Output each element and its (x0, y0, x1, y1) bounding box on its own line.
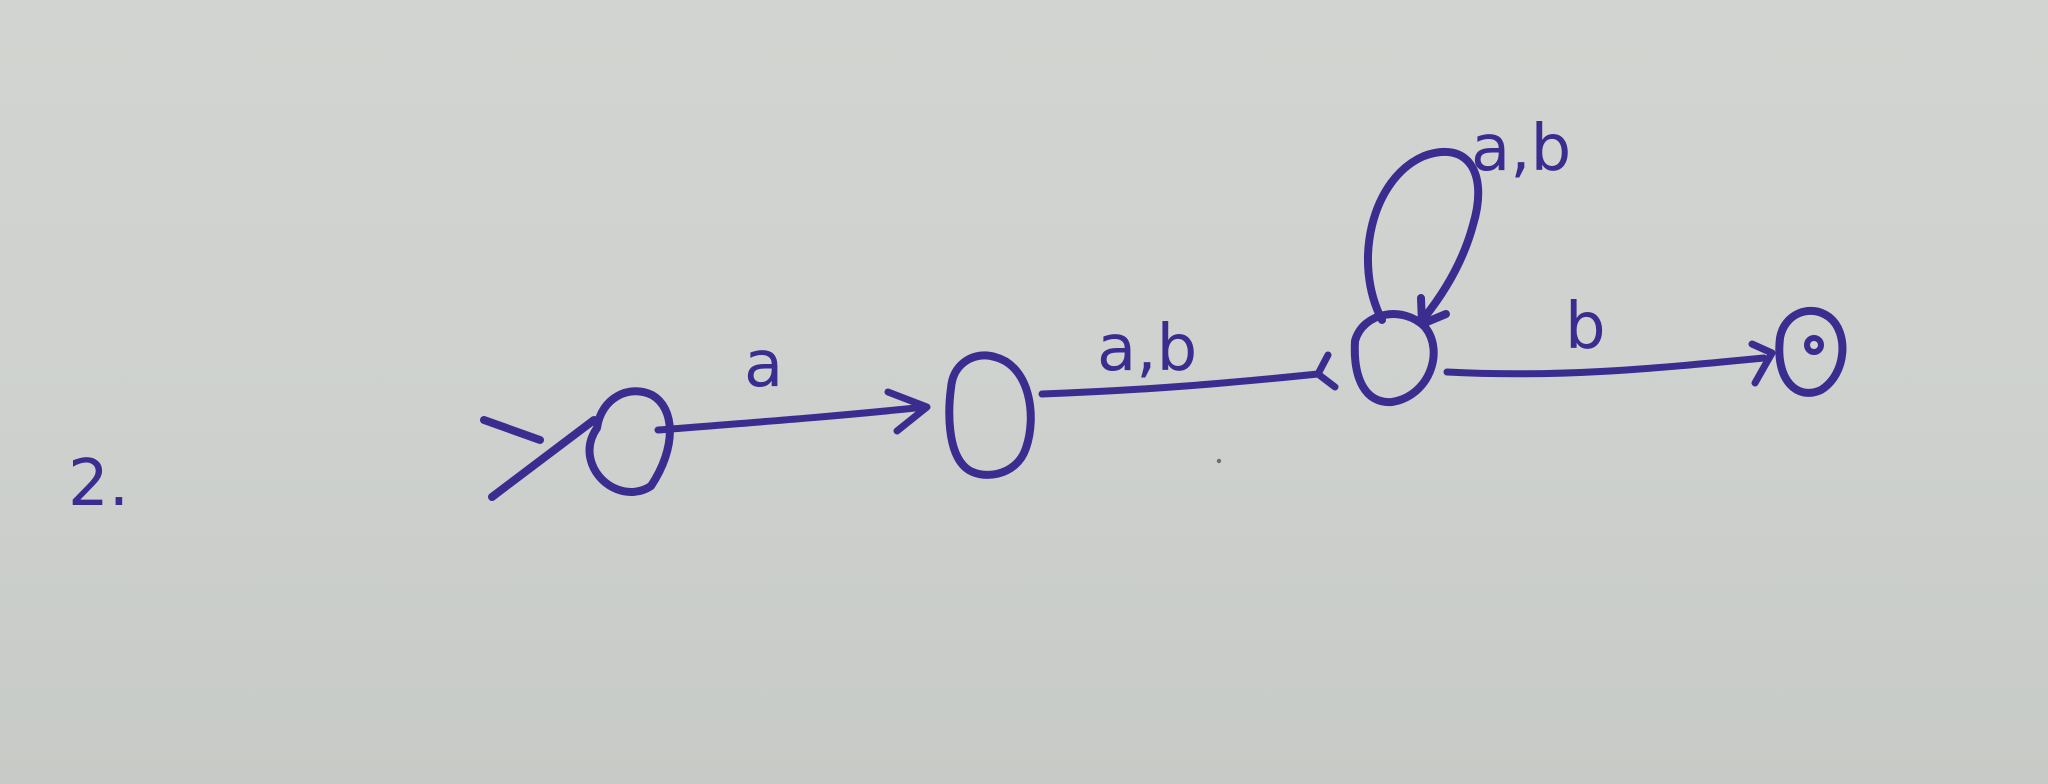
edge-label-q2-accept: b (1565, 290, 1606, 364)
state-q1 (945, 351, 1035, 479)
edge-q0-q1 (654, 388, 931, 435)
state-q0 (585, 387, 674, 496)
edge-label-self-loop: a,b (1471, 112, 1571, 186)
problem-number: 2. (68, 447, 129, 521)
state-accept (1775, 306, 1847, 397)
edge-q1-q2 (1038, 351, 1339, 398)
edge-q2-accept (1443, 340, 1776, 387)
paper-speck (1216, 458, 1222, 464)
edge-label-q1-q2: a,b (1097, 312, 1197, 386)
start-arrow (480, 416, 598, 501)
edge-label-q0-q1: a (744, 328, 783, 402)
self-loop-q2 (1364, 147, 1483, 328)
